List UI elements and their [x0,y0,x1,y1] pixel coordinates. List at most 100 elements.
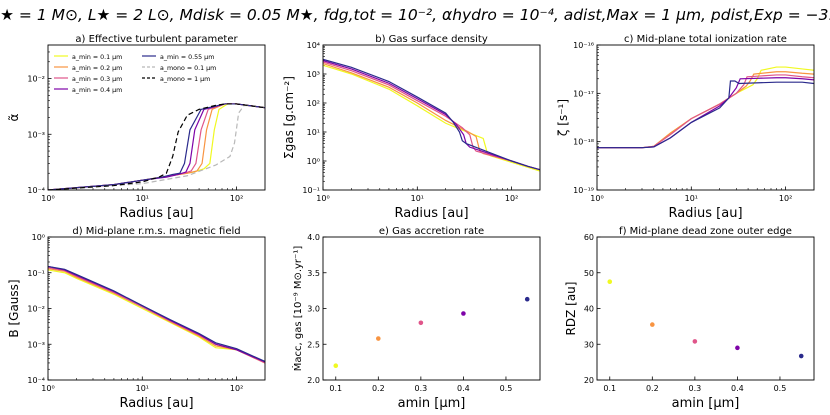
x-tick-label: 10⁰ [590,194,603,203]
axes-frame [47,44,266,191]
plot-area [333,296,530,369]
y-tick-label: 10³ [307,70,320,79]
y-tick-label: 10⁻¹⁶ [573,41,594,50]
x-tick-label: 10¹ [685,194,698,203]
x-tick-label: 10¹ [136,384,149,393]
legend-label: a_min = 0.4 μm [72,87,122,94]
chart-f: 0.1 0.2 0.3 0.4 0.5 20 30 40 50 60 f) Mid-plane de… [564,226,815,411]
y-axis-label: ζ [s⁻¹] [556,99,570,136]
axes-frame [596,236,815,381]
scatter-point [692,339,698,344]
y-tick-label: 10⁴ [307,41,320,50]
x-axis-label: Radius [au] [119,396,193,411]
y-tick-label: 10⁻¹⁷ [573,89,594,98]
x-tick-label: 10² [230,194,243,203]
chart-title: d) Mid-plane r.m.s. magnetic field [72,226,240,237]
x-tick-label: 0.3 [414,384,427,393]
y-tick-label: 3.5 [307,269,320,278]
legend-label: a_min = 0.55 μm [160,54,214,61]
axes-frame [47,236,266,381]
x-tick-label: 10¹ [411,194,424,203]
series-line [48,265,265,363]
x-tick-label: 10⁰ [41,384,54,393]
x-axis-label: Radius [au] [394,206,468,221]
chart-title: f) Mid-plane dead zone outer edge [619,226,792,237]
axes-frame [596,44,815,191]
series-line [48,103,265,190]
series-line [323,62,540,171]
x-tick-label: 0.1 [329,384,342,393]
y-tick-label: 20 [584,376,594,385]
chart-title: c) Mid-plane total ionization rate [624,34,787,45]
x-tick-label: 10⁰ [316,194,329,203]
legend-label: a_mono = 0.1 μm [160,65,216,72]
chart-c: 10⁰ 10¹ 10² 10⁻¹⁹ 10⁻¹⁸ 10⁻¹⁷ 10⁻¹⁶ c) Mid-plan… [556,34,815,221]
series-line [48,103,265,190]
y-tick-label: 10⁰ [32,233,45,242]
x-axis-label: Radius [au] [668,206,742,221]
series-line [48,103,265,190]
series-line [48,269,265,364]
chart-title: a) Effective turbulent parameter [75,34,238,45]
series-line [597,71,814,149]
plot-area [48,103,265,190]
plot-area [48,265,265,364]
series-line [597,77,814,149]
series-line [597,66,814,149]
y-tick-label: 10⁻² [27,305,45,314]
axes-frame [322,44,541,191]
y-tick-label: 3.0 [307,305,320,314]
series-line [597,80,814,149]
series-line [597,74,814,149]
y-tick-label: 10² [307,99,320,108]
chart-title: b) Gas surface density [375,34,488,45]
y-tick-label: 2.5 [307,340,320,349]
y-tick-label: 2.0 [307,376,320,385]
x-tick-label: 10² [505,194,518,203]
scatter-point [461,311,466,316]
y-tick-label: 10⁻⁴ [27,186,45,195]
y-tick-label: 30 [584,340,594,349]
plot-area [323,58,540,172]
legend-label: a_min = 0.1 μm [72,54,122,61]
y-tick-label: 10⁻¹⁹ [573,186,594,195]
series-line [323,64,540,172]
chart-title: e) Gas accretion rate [379,226,484,237]
y-tick-label: 10⁻¹ [27,269,45,278]
y-axis-label: RDZ [au] [564,282,578,336]
y-tick-label: 10⁻⁴ [27,376,45,385]
plot-area [597,66,814,149]
scatter-point [798,353,804,359]
chart-e: 0.1 0.2 0.3 0.4 0.5 2.0 2.5 3.0 3.5 4.0 e) Gas acc… [291,226,541,411]
x-tick-label: 10² [779,194,792,203]
scatter-point [524,296,530,302]
y-tick-label: 60 [584,233,594,242]
y-tick-label: 40 [584,305,594,314]
series-line [48,104,265,190]
plot-area [607,279,804,359]
scatter-point [376,336,381,341]
x-tick-label: 0.5 [774,384,787,393]
y-axis-label: Σgas [g.cm⁻²] [282,76,296,159]
x-axis-label: amin [μm] [672,396,740,411]
y-axis-label: Ṁacc, gas [10⁻⁹ M⊙.yr⁻¹] [291,246,304,372]
x-tick-label: 0.2 [372,384,385,393]
y-tick-label: 10⁻³ [27,130,45,139]
series-line [323,58,540,171]
figure-suptitle: M★ = 1 M⊙, L★ = 2 L⊙, Mdisk = 0.05 M★, f… [0,6,830,24]
scatter-point [333,363,339,369]
x-tick-label: 0.2 [646,384,659,393]
x-tick-label: 0.3 [688,384,701,393]
scatter-point [418,320,424,326]
y-axis-label: α̃ [7,113,21,121]
y-tick-label: 4.0 [307,233,320,242]
y-axis-label: B [Gauss] [7,279,21,337]
series-line [48,103,265,190]
series-line [323,61,540,171]
scatter-point [735,345,740,351]
series-line [48,103,265,190]
chart-a: 10⁰ 10¹ 10² 10⁻⁴ 10⁻³ 10⁻² a) Effective turbul… [7,34,266,221]
scatter-point [607,279,613,284]
